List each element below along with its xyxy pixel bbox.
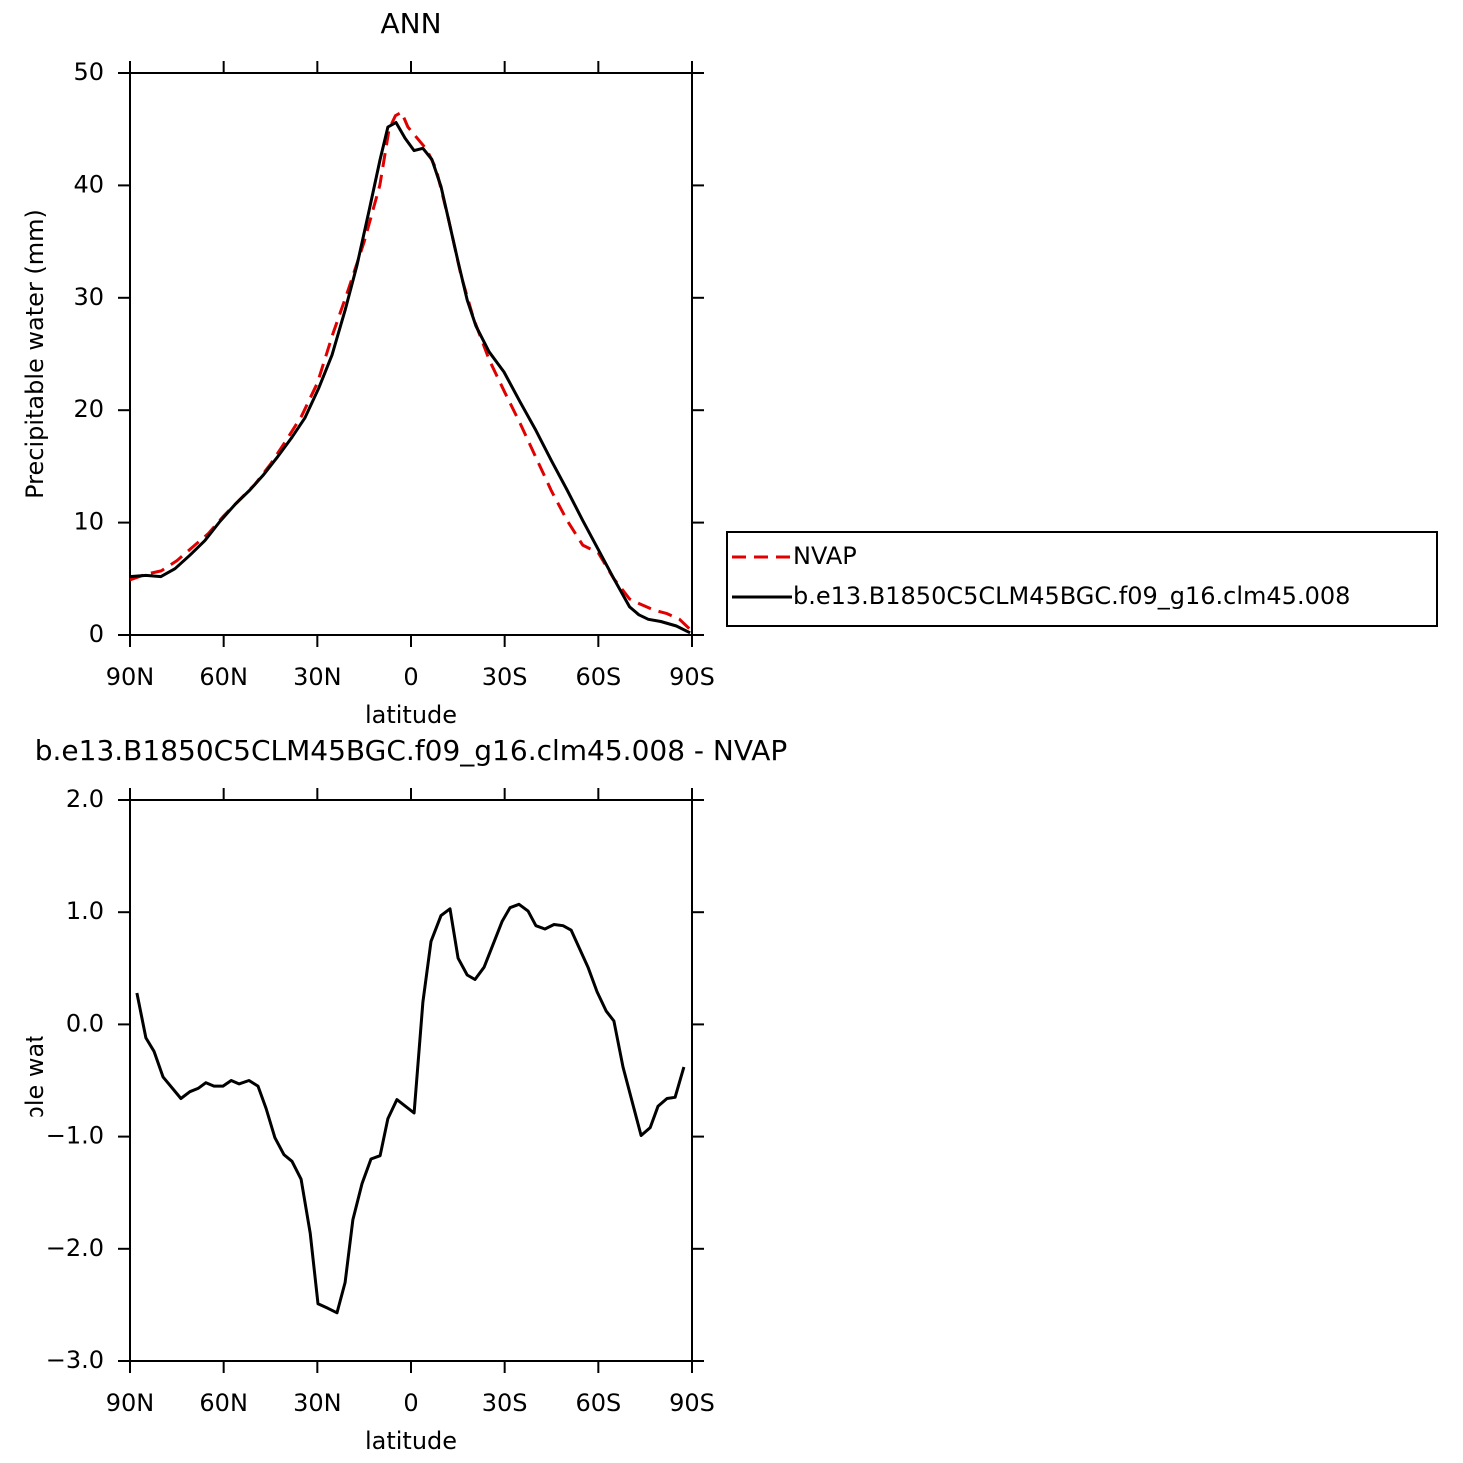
x-tick-label: 30N: [293, 1389, 342, 1417]
x-tick-label: 30S: [482, 663, 528, 691]
x-tick-label: 90S: [669, 663, 715, 691]
plot-frame: [129, 799, 693, 1362]
data-line: [129, 110, 692, 631]
x-tick-label: 60S: [575, 663, 621, 691]
x-tick-label: 90N: [106, 663, 155, 691]
y-tick-label: 0.0: [66, 1009, 104, 1037]
legend-label: b.e13.B1850C5CLM45BGC.f09_g16.clm45.008: [793, 582, 1350, 610]
data-line: [129, 121, 691, 635]
chart-title: b.e13.B1850C5CLM45BGC.f09_g16.clm45.008 …: [35, 734, 788, 767]
x-tick-label: 30S: [482, 1389, 528, 1417]
y-axis-label: Precipitable water (mm): [21, 936, 49, 1226]
x-tick-label: 90N: [106, 1389, 155, 1417]
x-tick-label: 90S: [669, 1389, 715, 1417]
x-tick-label: 0: [403, 663, 418, 691]
x-axis-label: latitude: [365, 1427, 457, 1455]
y-tick-label: −3.0: [46, 1346, 104, 1374]
chart-title: ANN: [380, 7, 441, 40]
y-axis-label: Precipitable water (mm): [21, 209, 49, 499]
y-tick-label: 30: [73, 283, 104, 311]
y-tick-label: 50: [73, 58, 104, 86]
y-tick-label: −1.0: [46, 1122, 104, 1150]
x-tick-label: 60S: [575, 1389, 621, 1417]
x-tick-label: 30N: [293, 663, 342, 691]
y-tick-label: −2.0: [46, 1234, 104, 1262]
data-line: [135, 902, 686, 1315]
legend-label: NVAP: [793, 542, 857, 570]
y-tick-label: 2.0: [66, 785, 104, 813]
y-tick-label: 10: [73, 508, 104, 536]
y-tick-label: 1.0: [66, 897, 104, 925]
y-tick-label: 20: [73, 395, 104, 423]
y-tick-label: 0: [89, 620, 104, 648]
x-tick-label: 60N: [199, 663, 248, 691]
x-tick-label: 60N: [199, 1389, 248, 1417]
legend-box: [726, 531, 1438, 627]
x-axis-label: latitude: [365, 701, 457, 729]
plot-frame: [129, 72, 693, 636]
x-tick-label: 0: [403, 1389, 418, 1417]
y-tick-label: 40: [73, 170, 104, 198]
